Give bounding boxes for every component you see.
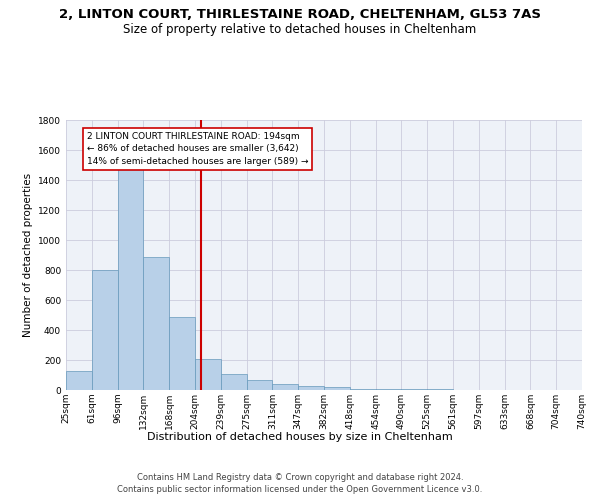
Bar (195, 359, 221, 390)
Bar (376, 389, 401, 390)
Bar (247, 380, 272, 390)
Bar (92, 270, 118, 390)
Y-axis label: Number of detached properties: Number of detached properties (23, 173, 32, 337)
Bar (118, 169, 143, 390)
Bar (169, 316, 195, 390)
Bar (272, 384, 298, 390)
Bar (324, 387, 350, 390)
Bar (66, 371, 92, 390)
Text: 2 LINTON COURT THIRLESTAINE ROAD: 194sqm
← 86% of detached houses are smaller (3: 2 LINTON COURT THIRLESTAINE ROAD: 194sqm… (86, 132, 308, 166)
Bar (298, 386, 324, 390)
Bar (221, 374, 247, 390)
Bar (350, 388, 376, 390)
Text: Size of property relative to detached houses in Cheltenham: Size of property relative to detached ho… (124, 22, 476, 36)
Bar (143, 257, 169, 390)
Text: Contains HM Land Registry data © Crown copyright and database right 2024.
Contai: Contains HM Land Registry data © Crown c… (118, 472, 482, 494)
Text: Distribution of detached houses by size in Cheltenham: Distribution of detached houses by size … (147, 432, 453, 442)
Bar (401, 389, 427, 390)
Bar (427, 389, 453, 390)
Text: 2, LINTON COURT, THIRLESTAINE ROAD, CHELTENHAM, GL53 7AS: 2, LINTON COURT, THIRLESTAINE ROAD, CHEL… (59, 8, 541, 20)
